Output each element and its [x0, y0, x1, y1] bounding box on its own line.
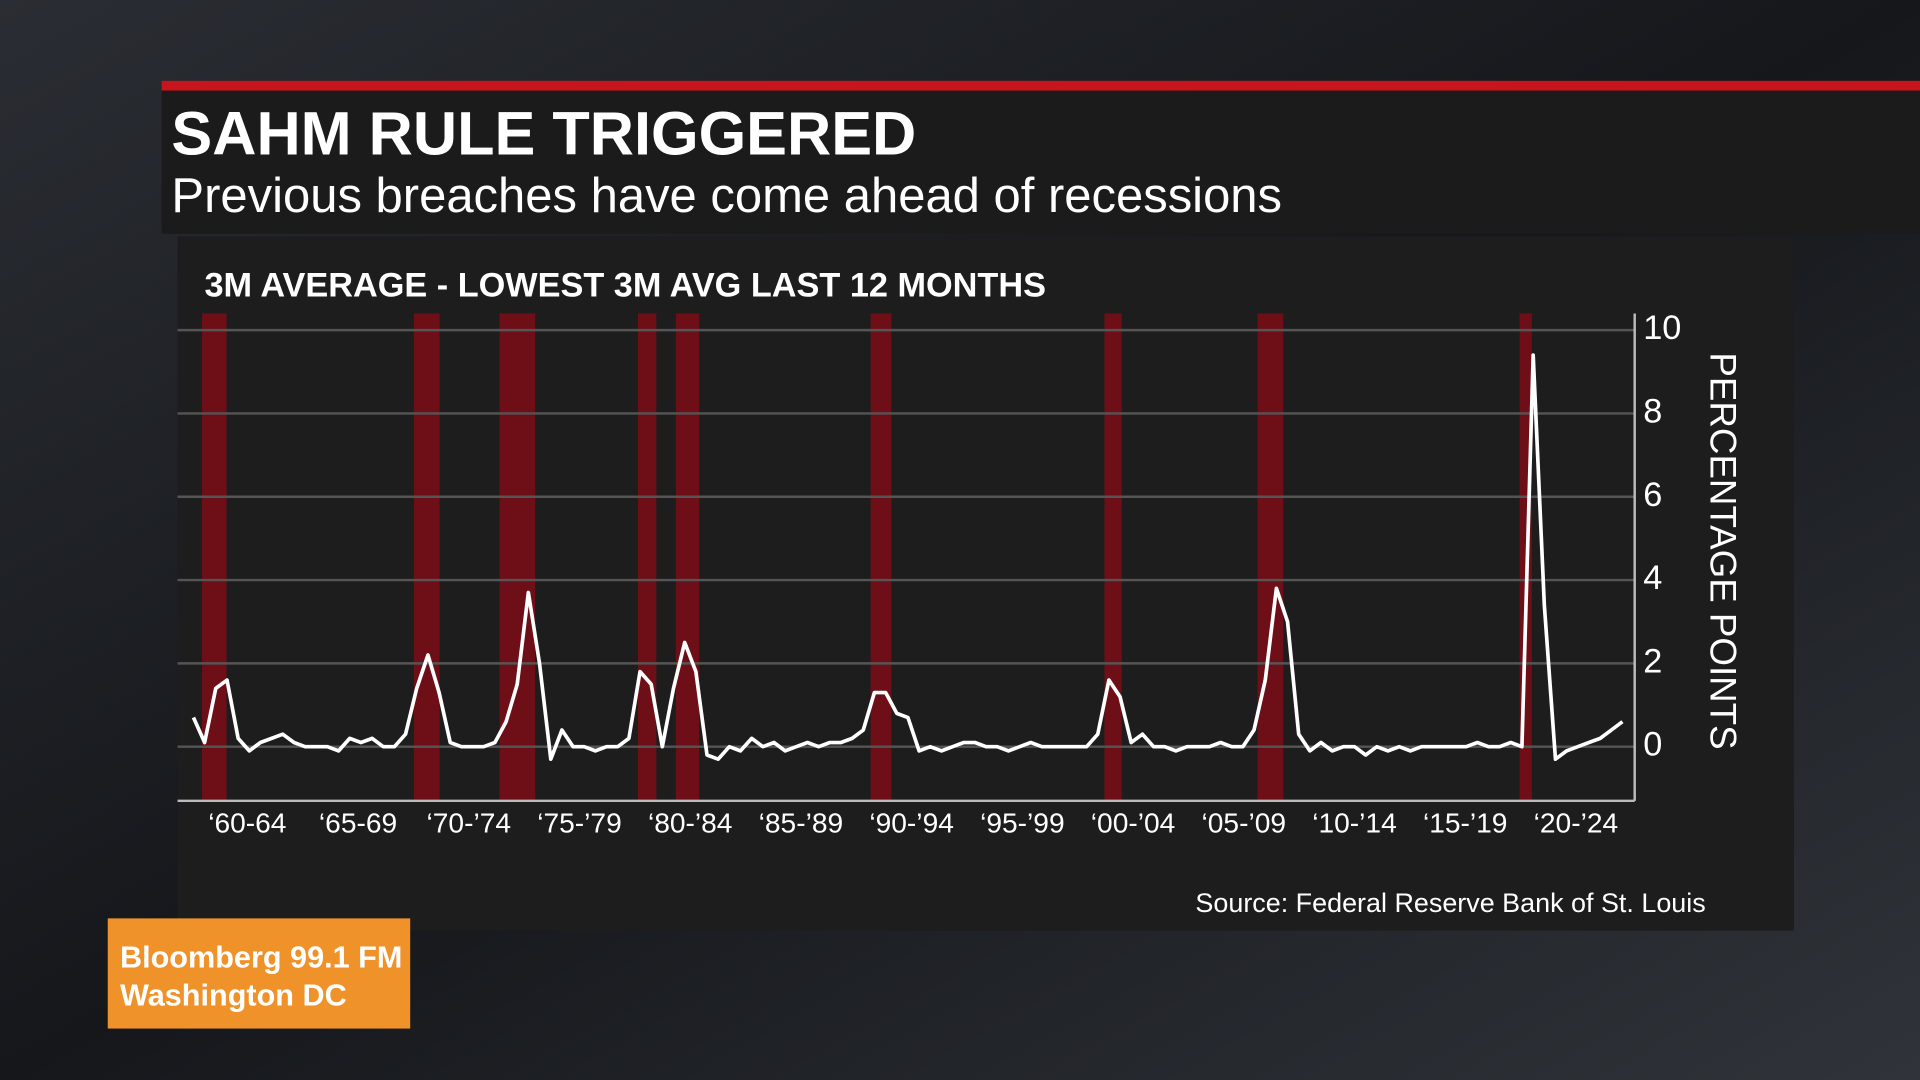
- y-tick-label: 0: [1643, 726, 1662, 764]
- x-tick-label: ‘70-’74: [427, 808, 512, 839]
- recession-band: [413, 313, 440, 801]
- data-line: [191, 353, 1624, 762]
- header-accent: [161, 80, 1920, 91]
- x-tick-label: ‘75-’79: [537, 808, 622, 839]
- header-band: [161, 90, 1920, 234]
- x-tick-label: ‘05-’09: [1202, 808, 1287, 839]
- branding-line: Washington DC: [120, 978, 347, 1012]
- recession-band: [675, 313, 700, 801]
- y-tick-label: 10: [1643, 309, 1681, 347]
- recession-band: [202, 313, 227, 801]
- y-tick-label: 4: [1643, 559, 1662, 597]
- headline: SAHM RULE TRIGGERED: [171, 99, 916, 167]
- x-tick-label: ‘60-64: [208, 808, 286, 839]
- recession-band: [870, 313, 892, 801]
- chart-title: 3M AVERAGE - LOWEST 3M AVG LAST 12 MONTH…: [204, 266, 1045, 304]
- recession-band: [1104, 313, 1122, 801]
- branding-box: [107, 918, 411, 1029]
- x-tick-label: ‘95-’99: [980, 808, 1065, 839]
- x-tick-label: ‘65-69: [319, 808, 397, 839]
- branding-line: Bloomberg 99.1 FM: [120, 940, 402, 974]
- x-tick-label: ‘00-’04: [1091, 808, 1176, 839]
- y-tick-label: 8: [1643, 393, 1662, 431]
- x-tick-label: ‘80-’84: [648, 808, 733, 839]
- recession-band: [1257, 313, 1284, 801]
- source: Source: Federal Reserve Bank of St. Loui…: [1195, 888, 1705, 918]
- y-axis-label: PERCENTAGE POINTS: [1703, 352, 1744, 749]
- x-tick-label: ‘10-’14: [1312, 808, 1397, 839]
- x-tick-label: ‘15-’19: [1423, 808, 1508, 839]
- x-tick-label: ‘20-’24: [1534, 808, 1619, 839]
- recession-band: [637, 313, 657, 801]
- x-tick-label: ‘90-’94: [869, 808, 954, 839]
- x-tick-label: ‘85-’89: [759, 808, 844, 839]
- y-tick-label: 2: [1643, 642, 1662, 680]
- y-tick-label: 6: [1643, 476, 1662, 514]
- subheadline: Previous breaches have come ahead of rec…: [171, 169, 1282, 223]
- plot: 0 2 4 6 8 10 ‘60-64 ‘65-69 ‘70-’74 ‘75-’79 ‘80-’84…: [177, 309, 1681, 839]
